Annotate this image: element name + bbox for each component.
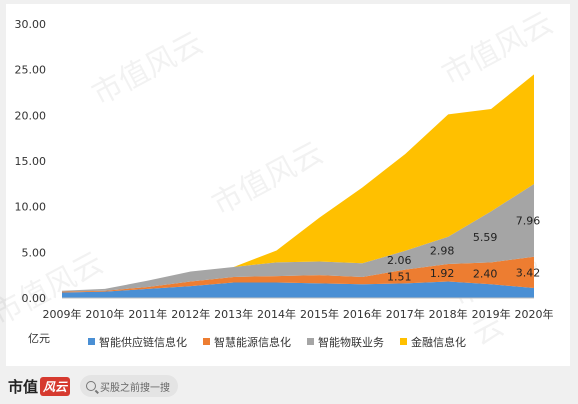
y-tick-label: 10.00 — [15, 201, 47, 214]
y-tick-label: 30.00 — [15, 18, 47, 31]
x-tick-label: 2012年 — [171, 307, 210, 321]
x-tick-label: 2016年 — [343, 307, 382, 321]
legend-swatch — [400, 338, 407, 345]
area-series-4 — [62, 74, 534, 291]
data-label: 2.98 — [430, 244, 455, 257]
y-tick-label: 5.00 — [22, 246, 47, 259]
x-tick-label: 2015年 — [300, 307, 339, 321]
area-series-3 — [62, 184, 534, 292]
search-box[interactable]: 买股之前搜一搜 — [80, 375, 179, 397]
chart-card: 市值风云 市值风云 市值风云 市值风云 市值风云 0.00 5.00 10.00 15… — [0, 4, 570, 366]
legend-swatch — [307, 338, 314, 345]
legend-label: 金融信息化 — [411, 335, 466, 349]
y-tick-label: 15.00 — [15, 155, 47, 168]
x-tick-label: 2009年 — [43, 307, 82, 321]
x-tick-label: 2017年 — [386, 307, 425, 321]
brand-badge: 风云 — [40, 376, 71, 396]
x-tick-label: 2019年 — [472, 307, 511, 321]
y-tick-label: 0.00 — [22, 292, 47, 305]
data-label: 2.06 — [387, 254, 412, 267]
brand-text: 市值 — [8, 377, 39, 396]
data-label: 1.92 — [430, 267, 455, 280]
y-tick-label: 20.00 — [15, 109, 47, 122]
x-tick-label: 2014年 — [257, 307, 296, 321]
legend-label: 智能物联业务 — [318, 335, 384, 349]
x-tick-label: 2011年 — [128, 307, 167, 321]
unit-label: 亿元 — [28, 332, 50, 345]
area-series-1 — [62, 281, 534, 298]
brand-logo[interactable]: 市值 风云 — [8, 376, 71, 397]
legend-label: 智能供应链信息化 — [99, 335, 187, 349]
x-tick-label: 2020年 — [515, 307, 554, 321]
y-tick-label: 25.00 — [15, 64, 47, 77]
data-label: 3.42 — [516, 266, 541, 279]
x-tick-label: 2010年 — [85, 307, 124, 321]
legend-swatch — [88, 338, 95, 345]
data-label: 1.51 — [387, 270, 412, 283]
data-label: 2.40 — [473, 267, 498, 280]
search-placeholder: 买股之前搜一搜 — [100, 382, 171, 394]
footer-bar: 市值 风云 买股之前搜一搜 — [0, 368, 578, 404]
x-tick-label: 2013年 — [214, 307, 253, 321]
legend-label: 智慧能源信息化 — [214, 335, 291, 349]
data-label: 5.59 — [473, 231, 498, 244]
x-tick-label: 2018年 — [429, 307, 468, 321]
area-series-2 — [62, 256, 534, 293]
data-label: 7.96 — [516, 214, 541, 227]
search-icon — [86, 381, 97, 391]
legend-swatch — [203, 338, 210, 345]
